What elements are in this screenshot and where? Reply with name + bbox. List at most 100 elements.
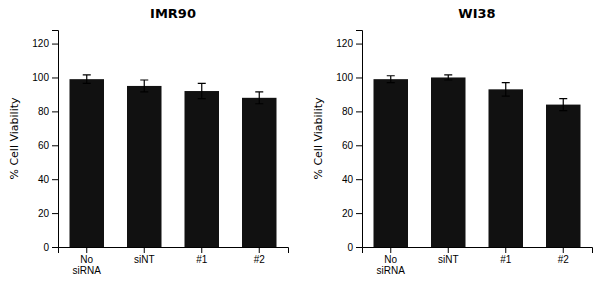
y-tick-mark [52,213,58,214]
x-tick-label-line: siRNA [73,265,102,276]
bar [431,77,466,247]
x-tick: #1 [500,247,512,265]
x-tick-label-line: #1 [196,254,208,265]
y-tick: 60 [38,140,58,151]
y-axis: 0 20 40 60 80 100 120 [32,31,58,253]
error-bar [559,99,567,111]
x-tick-mark [259,247,260,253]
x-tick-mark [201,247,202,253]
error-bar [502,83,510,97]
y-tick-mark [356,213,362,214]
x-tick: NosiRNA [73,247,102,276]
y-tick: 40 [342,174,362,185]
x-tick: #2 [254,247,266,265]
x-tick-mark [563,247,564,253]
panel: 020406080100120NosiRNAsiNT#1#2WI38% Cell… [312,6,593,276]
y-axis-line [356,31,363,248]
y-axis-title: % Cell Viability [8,97,21,180]
y-tick-label: 40 [38,174,50,185]
x-tick-mark [448,247,449,253]
x-tick-mark [390,247,391,253]
x-tick-mark [86,247,87,253]
x-tick-label-line: #2 [254,254,266,265]
x-tick-label-line: siNT [438,254,459,265]
y-tick-mark [52,111,58,112]
bar [127,86,162,247]
y-tick-label: 120 [32,38,49,49]
title: WI38 [458,6,495,21]
x-tick: siNT [134,247,155,265]
x-tick: NosiRNA [377,247,406,276]
x-tick-label: #2 [254,254,266,265]
y-tick: 80 [38,106,58,117]
x-tick-label: #1 [500,254,512,265]
error-bar [387,76,395,83]
panel: 020406080100120NosiRNAsiNT#1#2IMR90% Cel… [8,6,289,276]
y-tick-mark [52,145,58,146]
x-tick-label: siNT [134,254,155,265]
x-tick: #1 [196,247,208,265]
x-tick: #2 [558,247,570,265]
y-tick-mark [356,111,362,112]
x-tick-label-line: #1 [500,254,512,265]
x-tick-label: #1 [196,254,208,265]
error-bar [83,75,91,83]
x-tick-mark [505,247,506,253]
y-tick-mark [356,179,362,180]
y-tick-label: 80 [342,106,354,117]
x-tick-label: NosiRNA [377,254,406,276]
x-tick-label-line: No [384,254,397,265]
y-tick-label: 20 [342,208,354,219]
error-bar [444,75,452,80]
bar [185,91,220,247]
y-tick-mark [52,44,58,45]
plot-area [374,75,581,247]
y-tick-mark [356,44,362,45]
x-tick-label-line: siNT [134,254,155,265]
x-axis-line [59,248,289,254]
x-tick-label: NosiRNA [73,254,102,276]
figure: 020406080100120NosiRNAsiNT#1#2IMR90% Cel… [0,0,608,289]
error-bar [140,80,148,92]
plot-area [70,75,277,247]
x-tick-label: siNT [438,254,459,265]
y-axis-title: % Cell Viability [312,97,325,180]
y-tick-mark [52,247,58,248]
bar [70,79,105,247]
y-tick: 20 [38,208,58,219]
y-tick-label: 100 [336,72,353,83]
y-tick: 20 [342,208,362,219]
y-tick-label: 20 [38,208,50,219]
y-tick-mark [356,247,362,248]
y-tick-label: 0 [347,242,353,253]
x-tick-label-line: No [80,254,93,265]
y-tick: 80 [342,106,362,117]
y-tick-mark [52,179,58,180]
x-axis: NosiRNA siNT #1 #2 [363,247,593,276]
x-tick-label-line: siRNA [377,265,406,276]
y-axis: 020406080100120 [336,31,362,253]
bar [489,89,524,247]
y-tick-label: 120 [336,38,353,49]
y-tick: 100 [336,72,362,83]
y-axis-line [52,31,59,248]
x-axis-line [363,248,593,254]
y-tick-mark [356,145,362,146]
y-tick-label: 0 [43,242,49,253]
y-tick-mark [52,77,58,78]
x-axis: NosiRNA siNT #1 #2 [59,247,289,276]
y-tick: 0 [43,242,58,253]
y-tick-label: 80 [38,106,50,117]
y-tick: 0 [347,242,362,253]
bar [546,105,581,247]
x-tick-label-line: #2 [558,254,570,265]
y-tick: 40 [38,174,58,185]
y-tick: 120 [32,38,58,49]
y-tick-mark [356,77,362,78]
bar [374,79,409,247]
x-tick-label: #2 [558,254,570,265]
y-tick: 100 [32,72,58,83]
x-tick: siNT [438,247,459,265]
error-bar [255,92,263,104]
y-tick: 120 [336,38,362,49]
